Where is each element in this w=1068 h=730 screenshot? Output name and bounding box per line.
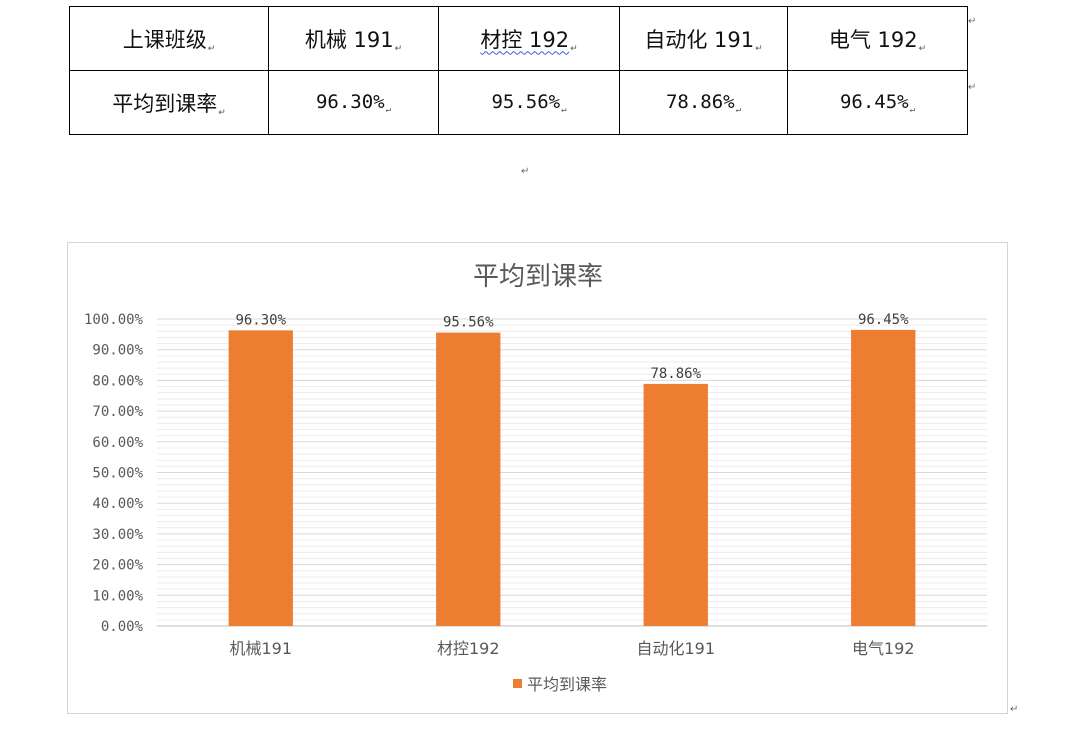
table-cell: 95.56%↵ bbox=[438, 70, 620, 135]
data-label: 96.30% bbox=[235, 312, 286, 328]
y-tick-label: 60.00% bbox=[92, 435, 143, 451]
table-cell: 上课班级↵ bbox=[69, 6, 269, 71]
x-axis: 机械191 材控192 自动化191 电气192 bbox=[229, 639, 914, 658]
bar bbox=[851, 329, 916, 626]
y-tick-label: 50.00% bbox=[92, 466, 143, 482]
table-row-values: 平均到课率↵ 96.30%↵ 95.56%↵ 78.86%↵ 96.45%↵ bbox=[69, 70, 968, 135]
x-category-label: 材控192 bbox=[437, 639, 500, 658]
bar bbox=[228, 330, 293, 626]
class-name: 电气 192 bbox=[828, 27, 918, 52]
paragraph-mark-icon: ↵ bbox=[561, 104, 567, 115]
bar bbox=[643, 383, 708, 626]
paragraph-mark-icon: ↵ bbox=[918, 43, 927, 54]
paragraph-mark-icon: ↵ bbox=[385, 104, 392, 115]
data-label: 96.45% bbox=[858, 312, 909, 328]
class-name: 自动化 191 bbox=[644, 27, 755, 52]
y-tick-label: 100.00% bbox=[84, 312, 144, 328]
rate-value: 96.30% bbox=[315, 90, 385, 113]
chart-title: 平均到课率 bbox=[473, 262, 603, 292]
paragraph-mark-icon: ↵ bbox=[1010, 704, 1019, 715]
table-cell: 材控 192↵ bbox=[438, 6, 620, 71]
y-tick-label: 20.00% bbox=[92, 558, 143, 574]
table-cell: 96.30%↵ bbox=[268, 70, 439, 135]
x-category-label: 机械191 bbox=[229, 639, 292, 658]
class-name: 机械 191 bbox=[304, 27, 394, 52]
table-cell: 电气 192↵ bbox=[787, 6, 968, 71]
rate-value: 78.86% bbox=[665, 90, 735, 113]
legend-swatch bbox=[513, 679, 522, 688]
bar bbox=[436, 332, 501, 626]
class-name: 材控 192 bbox=[480, 27, 570, 52]
x-category-label: 电气192 bbox=[852, 639, 915, 658]
legend: 平均到课率 bbox=[513, 675, 607, 694]
empty-paragraph-mark-icon: ↵ bbox=[521, 166, 530, 177]
header-label: 上课班级 bbox=[122, 27, 207, 52]
paragraph-mark-icon: ↵ bbox=[909, 104, 916, 115]
paragraph-mark-icon: ↵ bbox=[735, 104, 742, 115]
data-label: 78.86% bbox=[650, 366, 701, 382]
gridlines bbox=[157, 318, 987, 627]
paragraph-mark-icon: ↵ bbox=[207, 43, 216, 54]
data-label: 95.56% bbox=[443, 315, 494, 331]
legend-label: 平均到课率 bbox=[527, 675, 607, 694]
y-tick-label: 80.00% bbox=[92, 373, 143, 389]
y-tick-label: 40.00% bbox=[92, 496, 143, 512]
table-cell: 96.45%↵ bbox=[787, 70, 968, 135]
y-tick-label: 10.00% bbox=[92, 588, 143, 604]
row-end-mark-icon: ↵ bbox=[968, 82, 977, 93]
table-row-header: 上课班级↵ 机械 191↵ 材控 192↵ 自动化 191↵ 电气 192↵ bbox=[69, 6, 968, 71]
row-label: 平均到课率 bbox=[112, 91, 218, 116]
y-tick-label: 70.00% bbox=[92, 404, 143, 420]
table-cell: 78.86%↵ bbox=[619, 70, 788, 135]
bars: 96.30% 95.56% 78.86% 96.45% bbox=[228, 312, 916, 626]
x-category-label: 自动化191 bbox=[636, 639, 715, 658]
paragraph-mark-icon: ↵ bbox=[570, 43, 578, 54]
row-end-mark-icon: ↵ bbox=[968, 16, 977, 27]
rate-value: 95.56% bbox=[491, 90, 561, 113]
paragraph-mark-icon: ↵ bbox=[394, 43, 403, 54]
table-cell: 机械 191↵ bbox=[268, 6, 439, 71]
paragraph-mark-icon: ↵ bbox=[218, 107, 226, 118]
y-tick-label: 90.00% bbox=[92, 343, 143, 359]
rate-value: 96.45% bbox=[839, 90, 909, 113]
paragraph-mark-icon: ↵ bbox=[755, 43, 763, 54]
attendance-table: 上课班级↵ 机械 191↵ 材控 192↵ 自动化 191↵ 电气 192↵ 平… bbox=[69, 6, 968, 135]
y-tick-label: 0.00% bbox=[101, 619, 144, 635]
y-tick-label: 30.00% bbox=[92, 527, 143, 543]
table-cell: 自动化 191↵ bbox=[619, 6, 788, 71]
y-axis: 0.00% 10.00% 20.00% 30.00% 40.00% 50.00% 60.00… bbox=[84, 312, 144, 635]
